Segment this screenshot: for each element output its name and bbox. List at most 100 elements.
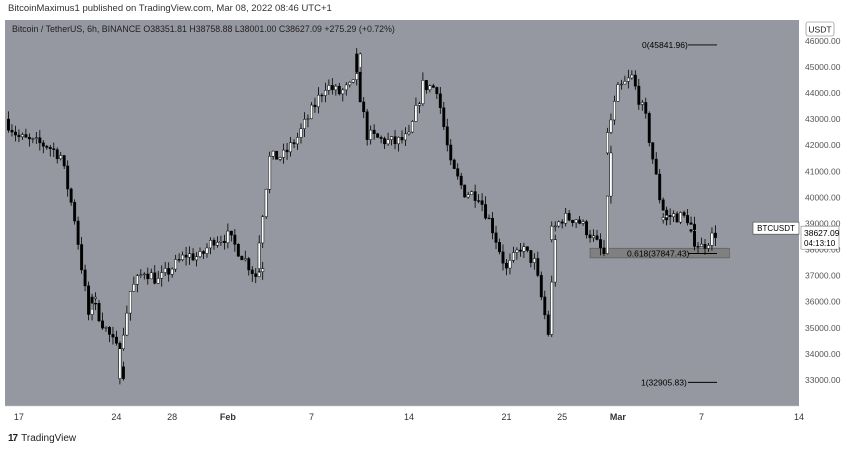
candle	[546, 310, 550, 337]
countdown-label: 04:13:10	[804, 239, 836, 248]
candle	[362, 96, 366, 119]
candle	[424, 80, 428, 94]
footer[interactable]: 17 TradingView	[8, 433, 76, 444]
footer-brand: TradingView	[21, 433, 77, 444]
x-tick-label: 7	[309, 412, 314, 422]
candle	[612, 95, 616, 125]
candle	[703, 239, 707, 255]
candle	[606, 127, 609, 155]
candle	[55, 147, 59, 164]
fib-level-1[interactable]: 1(32905.83)	[641, 377, 717, 387]
candle	[108, 326, 111, 343]
y-tick-label: 38000.00	[805, 245, 841, 255]
candle	[48, 144, 52, 157]
candle	[672, 210, 676, 222]
fib-label: 0(45841.96)	[642, 40, 688, 50]
candle	[330, 78, 334, 95]
candle	[592, 229, 595, 242]
candle	[675, 211, 679, 223]
x-axis: 17 24 28 Feb 7 14 21 25 Mar 7 14	[5, 405, 804, 422]
candle	[233, 229, 237, 252]
candle	[219, 235, 223, 246]
fib-levels-layer: 0(45841.96) 0.618(37847.43) 1(32905.83)	[627, 40, 717, 387]
candle	[188, 246, 192, 265]
candle	[421, 72, 425, 107]
candle	[344, 82, 348, 96]
candle	[452, 158, 456, 170]
x-tick-label: Feb	[220, 412, 237, 422]
candle	[52, 142, 56, 157]
support-zone[interactable]	[589, 247, 730, 259]
candle	[327, 79, 331, 95]
candle	[376, 132, 380, 138]
candle	[410, 120, 414, 134]
candle	[94, 292, 97, 302]
candle	[351, 79, 355, 84]
legend-key: C	[279, 24, 286, 34]
x-tick-label: 17	[14, 412, 24, 422]
legend-key: L	[235, 24, 240, 34]
candle	[34, 131, 38, 144]
candle	[651, 142, 655, 164]
candle	[696, 242, 700, 254]
candle	[668, 208, 672, 225]
candle	[442, 101, 446, 131]
candle	[146, 267, 150, 285]
candle	[626, 69, 630, 89]
currency-badge[interactable]: USDT	[805, 21, 835, 37]
candle	[379, 135, 383, 144]
candle	[654, 152, 658, 175]
candle	[132, 276, 136, 292]
candle	[633, 70, 637, 90]
candle	[212, 237, 216, 250]
candle	[522, 242, 526, 258]
candle	[261, 261, 265, 280]
candle	[167, 262, 171, 282]
candle	[198, 247, 202, 259]
candle	[571, 219, 575, 227]
candles-layer	[7, 48, 717, 385]
y-tick-label: 41000.00	[805, 166, 841, 176]
candle	[637, 78, 641, 110]
candle	[303, 112, 306, 137]
candle	[644, 97, 648, 119]
candle	[599, 233, 602, 256]
candle	[41, 140, 45, 154]
candle	[121, 327, 125, 351]
candle	[153, 265, 157, 285]
candle	[383, 136, 387, 150]
legend-key: O	[143, 24, 150, 34]
y-tick-label: 40000.00	[805, 192, 841, 202]
legend: Bitcoin / TetherUS, 6h, BINANCE O38351.8…	[12, 24, 395, 34]
candle	[156, 270, 160, 284]
candle	[498, 238, 501, 255]
candle	[90, 293, 94, 310]
candle	[459, 172, 463, 190]
candle	[508, 253, 512, 275]
candle	[404, 127, 407, 147]
candle	[278, 156, 282, 162]
candle	[386, 132, 390, 146]
candle	[585, 219, 589, 239]
candle	[139, 269, 143, 278]
candle	[299, 123, 303, 144]
fib-level-0[interactable]: 0(45841.96)	[642, 40, 717, 50]
tradingview-logo-icon: 17	[8, 433, 18, 444]
candle	[170, 267, 174, 278]
candle	[289, 137, 293, 157]
candle	[358, 66, 362, 103]
candle	[369, 125, 373, 145]
candle	[414, 97, 418, 122]
candle	[209, 237, 212, 255]
candle	[62, 155, 66, 169]
candle	[602, 239, 606, 257]
fib-level-0-618[interactable]: 0.618(37847.43)	[627, 248, 717, 258]
candle	[275, 150, 279, 160]
candle	[261, 214, 265, 248]
candle	[87, 281, 91, 321]
x-tick-label: 28	[167, 412, 177, 422]
candle	[271, 150, 275, 160]
candle	[13, 125, 17, 142]
candle	[588, 229, 592, 243]
